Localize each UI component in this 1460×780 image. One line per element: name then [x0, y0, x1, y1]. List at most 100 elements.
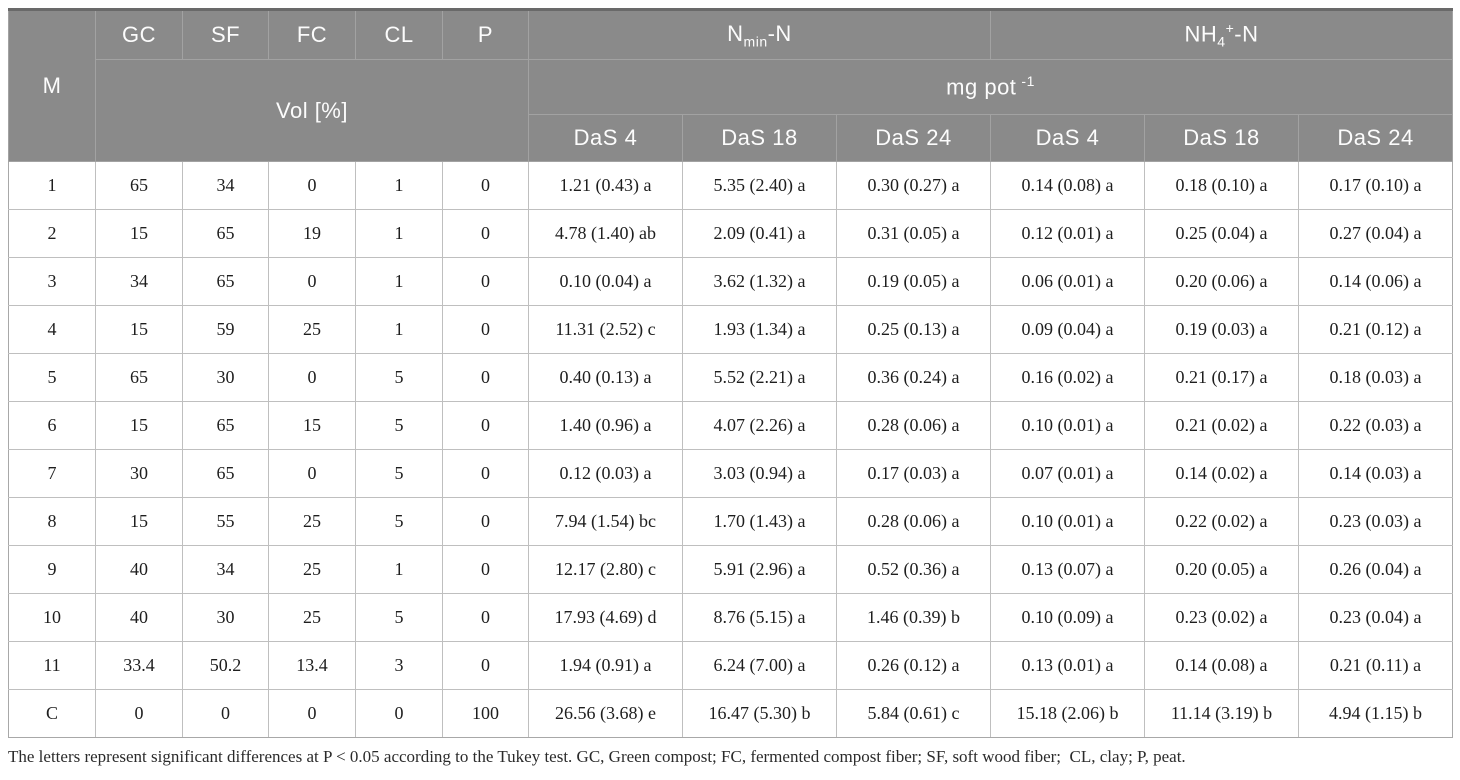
table-cell: 1 [355, 209, 443, 258]
col-header-fc: FC [268, 8, 356, 60]
table-cell: 0.26 (0.12) a [836, 641, 991, 690]
table-cell: 1.93 (1.34) a [682, 305, 837, 354]
table-cell: 0.09 (0.04) a [990, 305, 1145, 354]
table-cell: 0.28 (0.06) a [836, 497, 991, 546]
table-cell: 16.47 (5.30) b [682, 689, 837, 738]
col-group-nmin-n: Nmin-N [528, 8, 991, 60]
col-header-nh4-das4: DaS 4 [990, 114, 1145, 162]
table-cell: 0.21 (0.12) a [1297, 305, 1454, 354]
table-cell: 15 [95, 209, 183, 258]
table-cell: 11.31 (2.52) c [528, 305, 683, 354]
table-cell: 5 [355, 497, 443, 546]
table-cell: 0.20 (0.06) a [1144, 257, 1299, 306]
table-row: 2 15 65 19 1 0 4.78 (1.40) ab 2.09 (0.41) a 0.31… [8, 209, 1454, 258]
nh4-post: -N [1234, 21, 1259, 47]
table-cell: 0 [182, 689, 269, 738]
table-cell: 0.31 (0.05) a [836, 209, 991, 258]
row-label-cell: 6 [8, 401, 96, 450]
table-cell: 1 [355, 161, 443, 210]
table-cell: 2.09 (0.41) a [682, 209, 837, 258]
table-cell: 25 [268, 497, 356, 546]
table-cell: 8.76 (5.15) a [682, 593, 837, 642]
table-cell: 5 [355, 401, 443, 450]
header-row-2: Vol [%] mg pot -1 [9, 59, 1454, 162]
table-cell: 5.84 (0.61) c [836, 689, 991, 738]
col-header-vol-percent: Vol [%] [95, 59, 529, 162]
table-cell: 34 [95, 257, 183, 306]
table-cell: 0.16 (0.02) a [990, 353, 1145, 402]
table-cell: 65 [95, 353, 183, 402]
table-cell: 19 [268, 209, 356, 258]
table-cell: 30 [95, 449, 183, 498]
table-cell: 0 [268, 353, 356, 402]
table-cell: 0.14 (0.02) a [1144, 449, 1299, 498]
table-cell: 0.17 (0.03) a [836, 449, 991, 498]
table-cell: 0 [268, 449, 356, 498]
table-cell: 65 [95, 161, 183, 210]
table-cell: 5 [355, 449, 443, 498]
table-cell: 4.78 (1.40) ab [528, 209, 683, 258]
table-cell: 0.25 (0.13) a [836, 305, 991, 354]
results-table: M GC SF FC CL P Nmin-N NH4+-N Vol [%] mg… [8, 8, 1454, 738]
nmin-sub: min [743, 33, 768, 50]
table-cell: 40 [95, 593, 183, 642]
col-header-nmin-das4: DaS 4 [528, 114, 683, 162]
col-header-p: P [442, 8, 529, 60]
table-cell: 25 [268, 593, 356, 642]
col-header-nmin-das24: DaS 24 [836, 114, 991, 162]
table-cell: 3 [355, 641, 443, 690]
row-label-cell: 10 [8, 593, 96, 642]
header-row-1: M GC SF FC CL P Nmin-N NH4+-N [8, 8, 1454, 162]
table-cell: 0 [442, 545, 529, 594]
row-label-cell: 11 [8, 641, 96, 690]
table-row: 10 40 30 25 5 0 17.93 (4.69) d 8.76 (5.15) a 1.4… [8, 593, 1454, 642]
nmin-post: -N [767, 20, 792, 46]
table-cell: 0 [442, 449, 529, 498]
table-cell: 0 [442, 401, 529, 450]
row-label-cell: 1 [8, 161, 96, 210]
table-cell: 0.36 (0.24) a [836, 353, 991, 402]
table-cell: 0 [442, 497, 529, 546]
col-header-m: M [8, 8, 96, 162]
col-header-cl: CL [355, 8, 443, 60]
table-cell: 0 [442, 593, 529, 642]
table-cell: 0.14 (0.03) a [1297, 449, 1454, 498]
table-cell: 5.52 (2.21) a [682, 353, 837, 402]
nh4-pre: NH [1184, 21, 1218, 47]
table-cell: 0.18 (0.03) a [1297, 353, 1454, 402]
unit-text: mg pot [946, 74, 1017, 100]
table-footnote: The letters represent significant differ… [8, 747, 1186, 766]
table-cell: 5 [355, 593, 443, 642]
nmin-pre: N [727, 20, 744, 46]
table-cell: 0 [355, 689, 443, 738]
table-cell: 3.62 (1.32) a [682, 257, 837, 306]
table-cell: 0.13 (0.07) a [990, 545, 1145, 594]
table-cell: 26.56 (3.68) e [528, 689, 683, 738]
col-header-unit: mg pot -1 [527, 59, 1454, 115]
unit-exponent: -1 [1021, 73, 1035, 90]
table-cell: 15 [268, 401, 356, 450]
table-cell: 0.10 (0.01) a [990, 497, 1145, 546]
row-label-cell: 7 [8, 449, 96, 498]
table-cell: 1 [355, 545, 443, 594]
table-cell: 12.17 (2.80) c [528, 545, 683, 594]
nh4-sub: 4 [1217, 33, 1226, 50]
table-body: 1 65 34 0 1 0 1.21 (0.43) a 5.35 (2.40) a 0.30 (… [8, 161, 1454, 738]
table-cell: 15.18 (2.06) b [990, 689, 1145, 738]
table-cell: 0.13 (0.01) a [990, 641, 1145, 690]
table-row: 11 33.4 50.2 13.4 3 0 1.94 (0.91) a 6.24 (7.00)… [8, 641, 1454, 690]
table-cell: 0.23 (0.04) a [1297, 593, 1454, 642]
table-cell: 4.94 (1.15) b [1297, 689, 1454, 738]
row-label-cell: 8 [8, 497, 96, 546]
header-row-3: DaS 4 DaS 18 DaS 24 DaS 4 DaS 18 DaS 24 [9, 114, 1454, 162]
table-cell: 0.10 (0.04) a [528, 257, 683, 306]
table-cell: 6.24 (7.00) a [682, 641, 837, 690]
table-cell: 33.4 [95, 641, 183, 690]
table-cell: 65 [182, 257, 269, 306]
table-cell: 34 [182, 161, 269, 210]
table-cell: 0.14 (0.08) a [990, 161, 1145, 210]
table-cell: 0.28 (0.06) a [836, 401, 991, 450]
table-cell: 0.07 (0.01) a [990, 449, 1145, 498]
table-cell: 15 [95, 497, 183, 546]
col-header-nh4-das18: DaS 18 [1144, 114, 1299, 162]
